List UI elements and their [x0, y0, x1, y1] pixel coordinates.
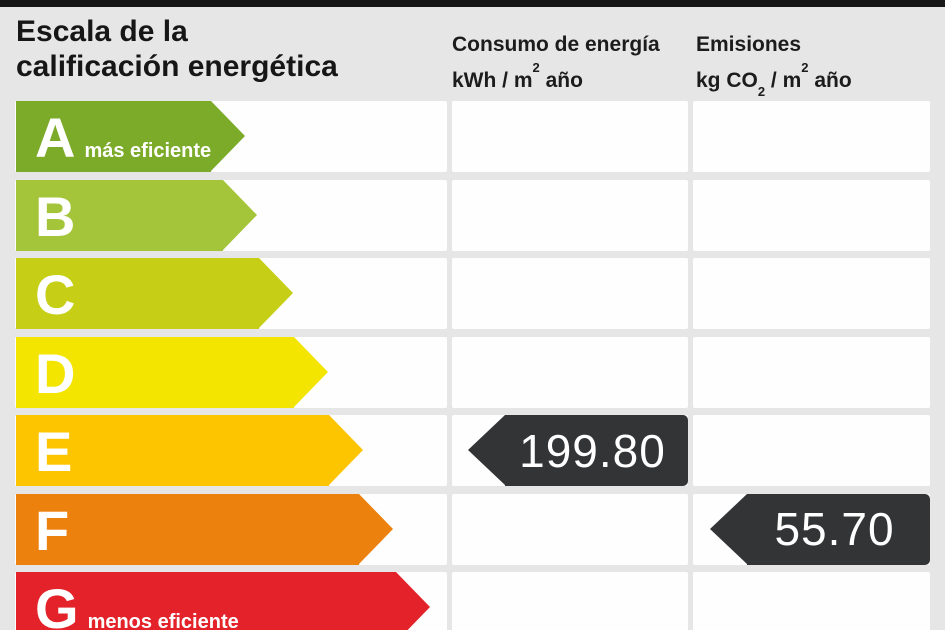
scale-cell: B	[15, 179, 447, 251]
scale-cell: G menos eficiente	[15, 572, 447, 630]
scale-cell: D	[15, 336, 447, 408]
rating-note: menos eficiente	[87, 611, 239, 630]
page-title: Escala de la calificación energética	[16, 14, 338, 84]
value-marker-body: 55.70	[747, 493, 930, 565]
rating-arrow: D	[16, 336, 328, 408]
consumo-value-cell	[452, 179, 688, 251]
consumo-value-cell	[452, 493, 688, 565]
top-bar	[0, 0, 945, 7]
scale-cell: A más eficiente	[15, 101, 447, 172]
rating-arrow-tip-icon	[396, 572, 430, 630]
emisiones-header: Emisiones kg CO2 / m2 año	[696, 30, 852, 103]
consumo-value-cell	[452, 572, 688, 630]
rating-row: F	[0, 493, 945, 565]
consumo-header-unit: kWh / m2 año	[452, 60, 583, 92]
rating-letter: A	[35, 106, 76, 169]
rating-arrow-body: G menos eficiente	[16, 572, 396, 630]
title-line1: Escala de la	[16, 15, 188, 48]
rating-arrow: B	[16, 179, 257, 251]
rating-arrow: A más eficiente	[16, 101, 246, 172]
scale-cell: E	[15, 415, 447, 486]
rating-arrow-body: E	[16, 415, 329, 486]
emisiones-value-cell	[693, 179, 930, 251]
emisiones-header-unit: kg CO2 / m2 año	[696, 60, 852, 100]
rating-arrow: C	[16, 258, 293, 329]
value-marker: 199.80	[468, 415, 688, 486]
rating-letter: E	[35, 420, 73, 483]
rating-arrow-body: B	[16, 179, 223, 251]
emisiones-value-cell	[693, 101, 930, 172]
title-line2: calificación energética	[16, 50, 338, 83]
rating-arrow-tip-icon	[223, 179, 257, 250]
rating-letter: C	[35, 263, 76, 326]
value-marker-text: 55.70	[774, 503, 895, 555]
value-marker-body: 199.80	[505, 415, 688, 486]
value-marker-text: 199.80	[519, 424, 666, 477]
rating-arrow-body: C	[16, 258, 259, 329]
consumo-header: Consumo de energía kWh / m2 año	[452, 30, 660, 96]
consumo-header-title: Consumo de energía	[452, 33, 660, 56]
rating-row: C	[0, 258, 945, 329]
rating-note: más eficiente	[84, 140, 212, 162]
rating-arrow-tip-icon	[211, 101, 246, 171]
rating-arrow: F	[16, 493, 393, 565]
emisiones-value-cell	[693, 415, 930, 486]
rating-row: E	[0, 415, 945, 486]
emisiones-value-cell	[693, 258, 930, 329]
rating-arrow: G menos eficiente	[16, 572, 430, 630]
rating-letter: G	[35, 577, 79, 630]
rating-arrow-body: D	[16, 336, 294, 408]
rating-arrow-body: F	[16, 493, 359, 565]
value-marker: 55.70	[710, 493, 930, 565]
rating-arrow-body: A más eficiente	[16, 101, 212, 172]
rating-row: A más eficiente	[0, 101, 945, 172]
rating-row: G menos eficiente	[0, 572, 945, 630]
emisiones-header-title: Emisiones	[696, 33, 802, 56]
consumo-value-cell	[452, 336, 688, 408]
left-arrow-icon	[468, 415, 505, 485]
left-arrow-icon	[710, 493, 747, 564]
rating-row: D	[0, 336, 945, 408]
scale-cell: F	[15, 493, 447, 565]
rating-arrow-tip-icon	[329, 415, 363, 485]
rating-row: B	[0, 179, 945, 251]
rating-letter: D	[35, 341, 76, 405]
scale-cell: C	[15, 258, 447, 329]
rating-arrow-tip-icon	[359, 493, 393, 564]
rating-arrow: E	[16, 415, 363, 486]
emisiones-value-cell	[693, 572, 930, 630]
consumo-value-cell	[452, 258, 688, 329]
emisiones-value-cell	[693, 336, 930, 408]
rating-letter: F	[35, 498, 70, 562]
rating-arrow-tip-icon	[294, 336, 328, 407]
rating-arrow-tip-icon	[259, 258, 293, 328]
rating-letter: B	[35, 184, 76, 248]
consumo-value-cell	[452, 101, 688, 172]
